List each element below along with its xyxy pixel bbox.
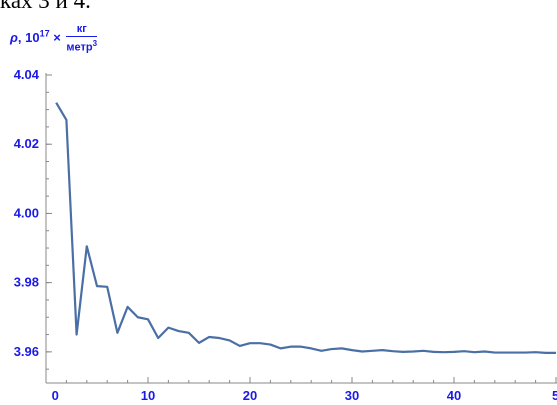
y-axis-symbol: ρ (10, 29, 18, 45)
x-tick-label: 5 (552, 388, 557, 403)
y-axis-prefix: , 10 (17, 29, 40, 45)
y-tick-label: 3.98 (14, 275, 39, 290)
y-axis-exponent: 17 (39, 28, 50, 39)
y-axis-unit-numerator: кг (66, 22, 98, 37)
x-tick-label: 20 (243, 388, 257, 403)
caption-fragment: ках 3 и 4. (0, 0, 91, 13)
data-line (55, 102, 556, 354)
y-axis-unit-denominator-text: метр (66, 41, 93, 54)
y-axis-unit-denominator-exponent: 3 (92, 39, 98, 48)
x-tick-label: 0 (52, 388, 59, 403)
y-tick-label: 4.04 (14, 67, 40, 82)
y-tick-label: 4.00 (14, 205, 39, 220)
x-tick-label: 10 (141, 388, 155, 403)
y-axis-unit-denominator: метр3 (66, 37, 97, 55)
y-tick-label: 4.02 (14, 136, 39, 151)
x-tick-label: 40 (447, 388, 461, 403)
y-tick-label: 3.96 (14, 344, 39, 359)
y-axis-unit-fraction: кг метр3 (66, 22, 98, 55)
x-tick-label: 30 (345, 388, 359, 403)
y-axis-label: ρ, 1017 × кг метр3 (10, 22, 98, 55)
y-axis-times: × (49, 29, 65, 45)
